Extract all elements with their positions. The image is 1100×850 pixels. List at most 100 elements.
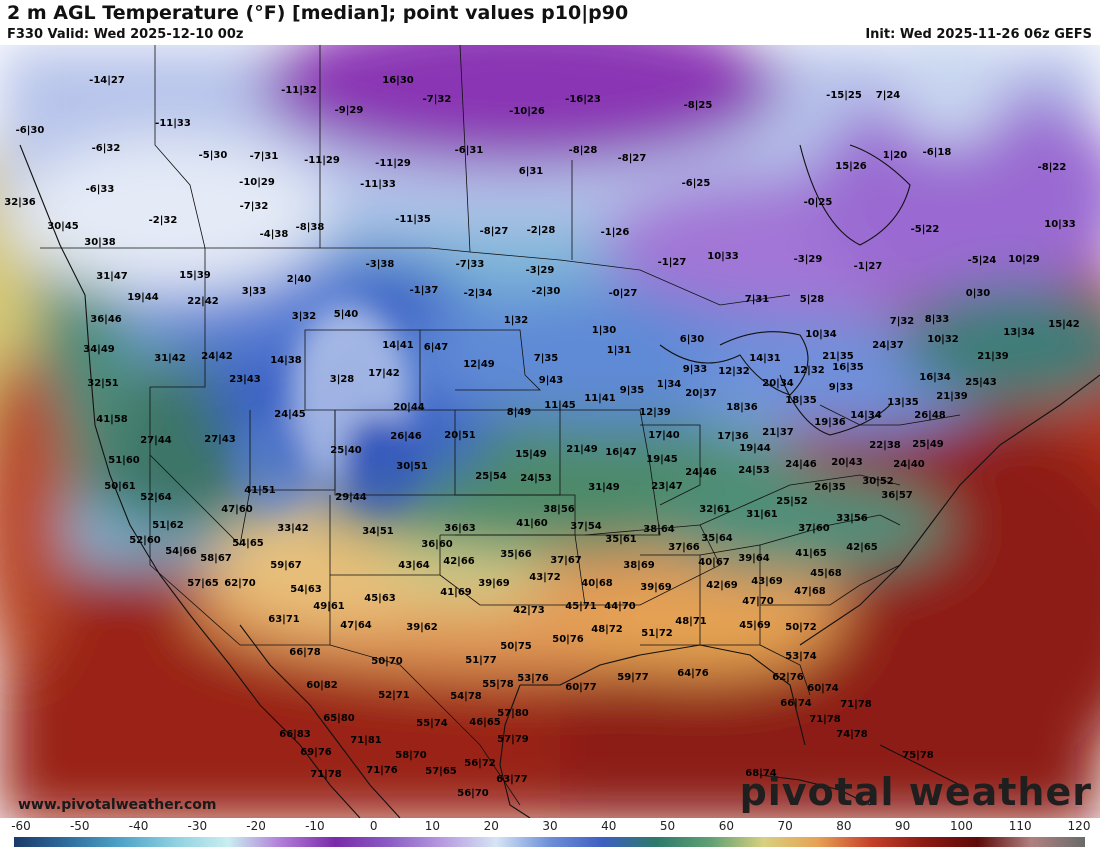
point-value: 10|33	[707, 251, 739, 262]
point-value: 20|43	[831, 457, 863, 468]
point-value: 51|77	[465, 655, 497, 666]
point-value: 32|36	[4, 197, 36, 208]
point-value: -1|27	[657, 257, 687, 268]
point-value: 11|41	[584, 393, 616, 404]
colorbar-tick-label: 90	[895, 819, 911, 833]
point-value: 15|26	[835, 161, 867, 172]
colorbar-tick-label: -20	[246, 819, 266, 833]
point-value: 13|34	[1003, 327, 1035, 338]
point-value: -7|33	[455, 259, 485, 270]
point-value: 36|57	[881, 490, 913, 501]
point-value: 36|46	[90, 314, 122, 325]
point-value: 7|31	[744, 294, 770, 305]
point-value: 71|81	[350, 735, 382, 746]
point-value: 15|42	[1048, 319, 1080, 330]
point-value: -7|32	[239, 201, 269, 212]
point-value: 53|76	[517, 673, 549, 684]
point-value: -15|25	[826, 90, 862, 101]
colorbar-tick-label: 40	[601, 819, 617, 833]
point-value: 20|37	[685, 388, 717, 399]
brand-watermark: pivotal weather	[739, 770, 1092, 814]
point-value: 38|69	[623, 560, 655, 571]
valid-time: F330 Valid: Wed 2025-12-10 00z	[7, 27, 244, 42]
point-value: 25|52	[776, 496, 808, 507]
point-value: 45|69	[739, 620, 771, 631]
colorbar-tick-label: 80	[836, 819, 852, 833]
point-value: 18|36	[726, 402, 758, 413]
point-value: 24|42	[201, 351, 233, 362]
point-value: 24|45	[274, 409, 306, 420]
point-value: 0|30	[965, 288, 991, 299]
point-value: 5|40	[333, 309, 359, 320]
map-title: 2 m AGL Temperature (°F) [median]; point…	[7, 2, 629, 24]
point-value: 37|66	[668, 542, 700, 553]
point-value: -1|27	[853, 261, 883, 272]
point-value: -2|32	[148, 215, 178, 226]
point-value: 41|60	[516, 518, 548, 529]
point-value: -11|35	[395, 214, 431, 225]
point-value: 24|37	[872, 340, 904, 351]
point-value: 48|71	[675, 616, 707, 627]
point-value: 21|35	[822, 351, 854, 362]
point-value: -3|38	[365, 259, 395, 270]
point-value: 45|63	[364, 593, 396, 604]
point-value: 42|69	[706, 580, 738, 591]
point-value: -0|27	[608, 288, 638, 299]
temperature-map: -14|27 -11|32 16|30 -7|32 -16|23 -8|25 -15|25 7…	[0, 45, 1100, 818]
point-value: 64|76	[677, 668, 709, 679]
point-value: 9|43	[538, 375, 564, 386]
colorbar-tick-label: -60	[11, 819, 31, 833]
point-value: 52|64	[140, 492, 172, 503]
point-value: 45|71	[565, 601, 597, 612]
point-value: 1|30	[591, 325, 617, 336]
point-value: 8|49	[506, 407, 532, 418]
point-value: 58|70	[395, 750, 427, 761]
point-value: -14|27	[89, 75, 125, 86]
point-value: 43|69	[751, 576, 783, 587]
point-value: -6|33	[85, 184, 115, 195]
point-value: -6|25	[681, 178, 711, 189]
point-value: 53|74	[785, 651, 817, 662]
point-value: 7|24	[875, 90, 901, 101]
point-value: 23|47	[651, 481, 683, 492]
point-value: 19|44	[127, 292, 159, 303]
point-value: 43|64	[398, 560, 430, 571]
point-value: 66|83	[279, 729, 311, 740]
point-value: 18|35	[785, 395, 817, 406]
point-value: 25|40	[330, 445, 362, 456]
point-value: 24|46	[685, 467, 717, 478]
point-value: 55|78	[482, 679, 514, 690]
point-value: 24|46	[785, 459, 817, 470]
point-value: 10|29	[1008, 254, 1040, 265]
point-value: 20|51	[444, 430, 476, 441]
point-value: 37|67	[550, 555, 582, 566]
point-value: -3|29	[793, 254, 823, 265]
point-value: 34|49	[83, 344, 115, 355]
point-value: 9|35	[619, 385, 645, 396]
point-value: 57|65	[425, 766, 457, 777]
point-value: 33|56	[836, 513, 868, 524]
point-value: -10|26	[509, 106, 545, 117]
point-value: -5|30	[198, 150, 228, 161]
point-value: 59|67	[270, 560, 302, 571]
point-value: 21|37	[762, 427, 794, 438]
point-value: 23|43	[229, 374, 261, 385]
point-value: 37|60	[798, 523, 830, 534]
point-value: 19|36	[814, 417, 846, 428]
point-value: 16|30	[382, 75, 414, 86]
point-value: 12|49	[463, 359, 495, 370]
point-value: 17|42	[368, 368, 400, 379]
point-value: 26|46	[390, 431, 422, 442]
point-value: 52|71	[378, 690, 410, 701]
point-value: 34|51	[362, 526, 394, 537]
point-value: 47|64	[340, 620, 372, 631]
point-value: 41|58	[96, 414, 128, 425]
point-value: 8|33	[924, 314, 950, 325]
point-value: 35|64	[701, 533, 733, 544]
point-value: 60|74	[807, 683, 839, 694]
point-value: 22|42	[187, 296, 219, 307]
point-value: 14|38	[270, 355, 302, 366]
point-value: 6|47	[423, 342, 449, 353]
point-value: 39|64	[738, 553, 770, 564]
point-value: 17|40	[648, 430, 680, 441]
